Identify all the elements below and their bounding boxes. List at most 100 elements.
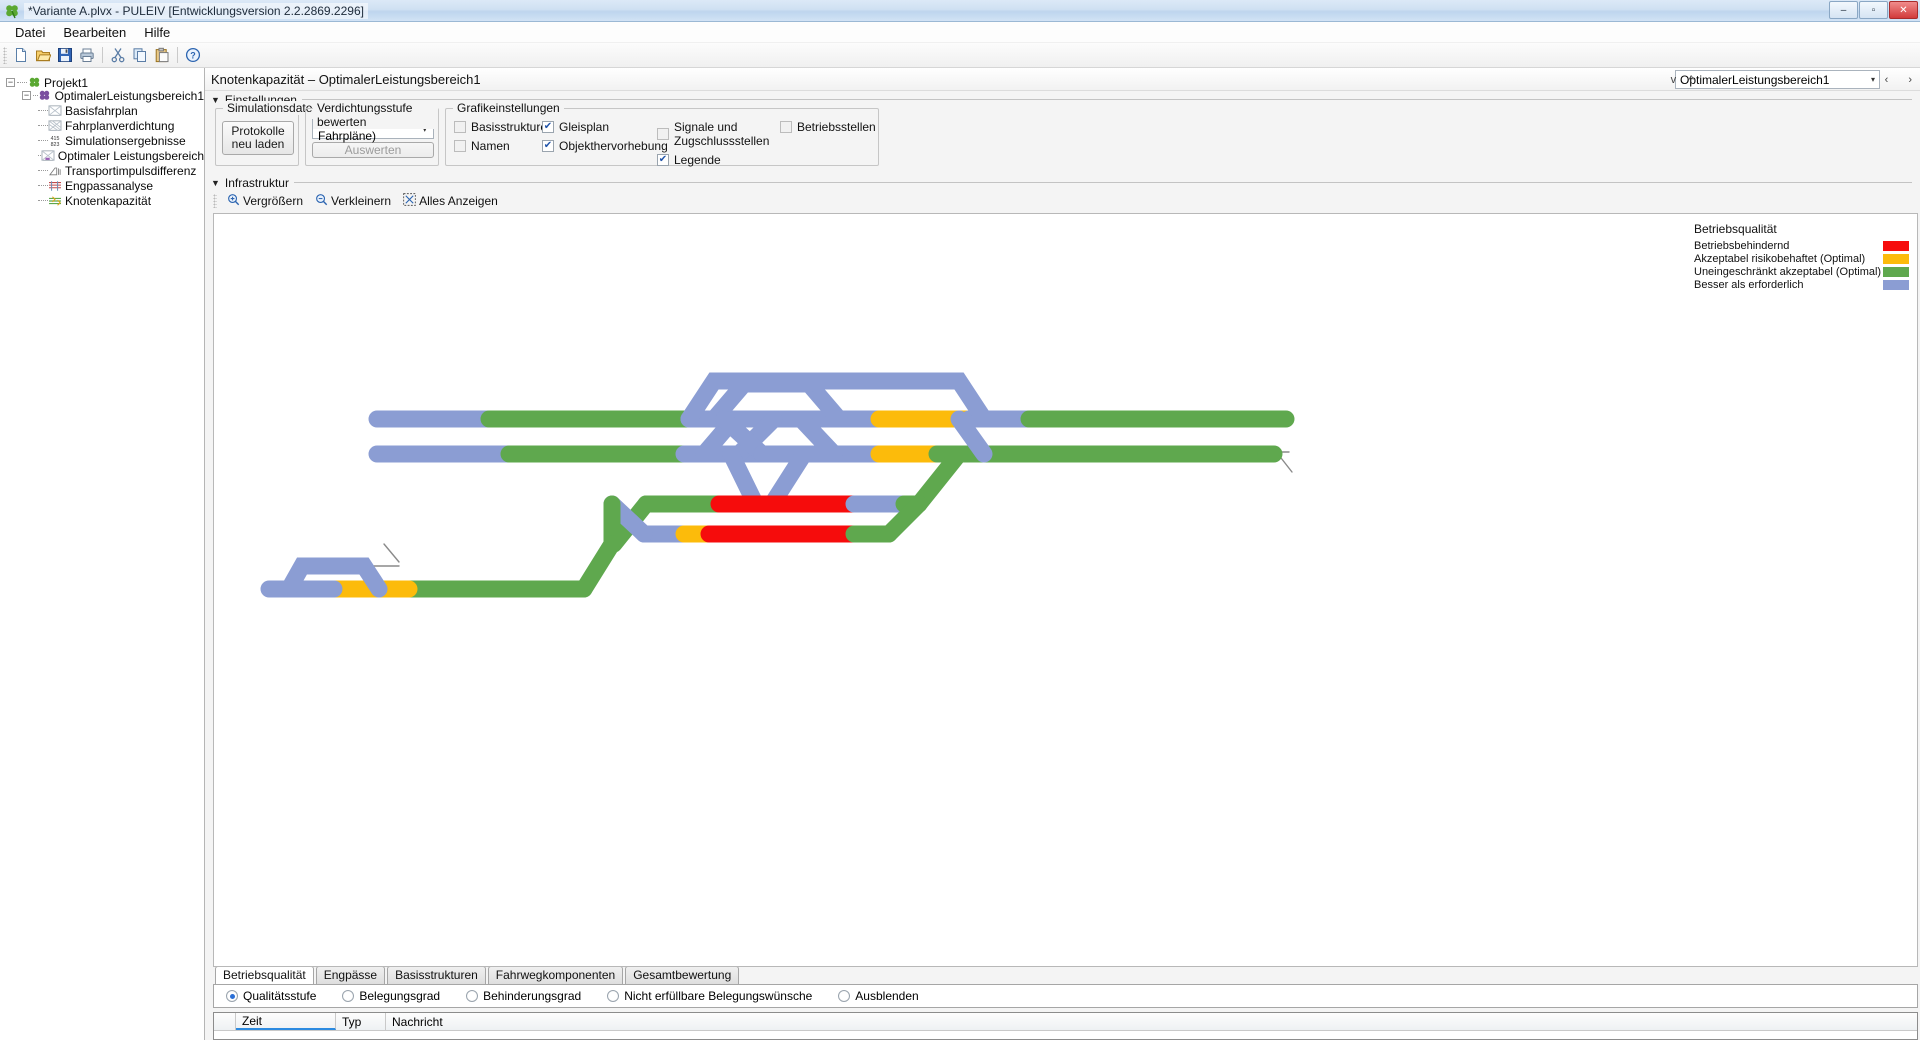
checkbox-basisstrukturen[interactable]: Basisstrukturen (454, 120, 554, 134)
settings-groups: Simulationsdaten Protokolle neu laden Ve… (205, 101, 1920, 167)
chevron-down-icon[interactable]: ▼ (211, 94, 220, 105)
app-body: − Projekt1 − OptimalerLeistungsbereich1 … (0, 68, 1920, 1040)
sidebar-item-transportimpulsdifferenz[interactable]: Transportimpulsdifferenz (6, 163, 204, 178)
chevron-down-icon[interactable]: ▾ (1870, 75, 1875, 84)
sidebar-item-fahrplanverdichtung[interactable]: Fahrplanverdichtung (6, 119, 204, 133)
help-icon[interactable]: ? (182, 44, 204, 66)
new-document-icon[interactable] (10, 44, 32, 66)
checkbox-gleisplan[interactable]: Gleisplan (542, 120, 657, 134)
infrastructure-section-header[interactable]: ▼ Infrastruktur (205, 174, 1920, 191)
checkbox-icon[interactable] (454, 121, 466, 133)
log-col-nachricht[interactable]: Nachricht (392, 1014, 443, 1029)
timetable-icon (48, 104, 62, 117)
main-toolbar: ? (0, 43, 1920, 68)
tab-engpaesse[interactable]: Engpässe (315, 966, 386, 984)
menu-bar: Datei Bearbeiten Hilfe (0, 22, 1920, 43)
expander-icon[interactable]: − (22, 90, 31, 100)
menu-bearbeiten[interactable]: Bearbeiten (63, 24, 127, 40)
radio-belegungsgrad[interactable]: Belegungsgrad (342, 989, 440, 1003)
save-icon[interactable] (54, 44, 76, 66)
log-grid[interactable]: Zeit Typ Nachricht (213, 1012, 1918, 1040)
checkbox-label: Betriebsstellen (797, 120, 876, 134)
tab-fahrwegkomponenten[interactable]: Fahrwegkomponenten (487, 966, 624, 984)
radio-icon[interactable] (838, 990, 851, 1002)
menu-hilfe[interactable]: Hilfe (144, 24, 171, 40)
maximize-button[interactable]: ▫ (1859, 1, 1888, 19)
close-button[interactable]: ✕ (1889, 1, 1918, 19)
sidebar-item-knotenkapazitaet[interactable]: Knotenkapazität (6, 193, 204, 208)
tree-label: Knotenkapazität (65, 193, 152, 208)
checkbox-signale-und-zugschlussstellen[interactable]: Signale und Zugschlussstellen (657, 120, 780, 148)
legend-row: Besser als erforderlich (1694, 278, 1909, 291)
page-title: Knotenkapazität – OptimalerLeistungsbere… (211, 71, 481, 87)
legend-title: Betriebsqualität (1694, 222, 1777, 236)
fit-all-button[interactable]: Alles Anzeigen (398, 192, 503, 210)
log-col-select[interactable] (214, 1013, 236, 1030)
tab-basisstrukturen[interactable]: Basisstrukturen (387, 966, 486, 984)
toolbar-grip[interactable] (213, 194, 217, 208)
legend-label: Uneingeschränkt akzeptabel (Optimal) (1694, 265, 1882, 278)
checkbox-label: Gleisplan (559, 120, 610, 134)
radio-icon[interactable] (226, 990, 238, 1002)
checkbox-icon[interactable] (780, 121, 792, 133)
sidebar-item-simulationsergebnisse[interactable]: 415 823 Simulationsergebnisse (6, 134, 204, 148)
radio-icon[interactable] (466, 990, 479, 1002)
legend-swatch-amber (1883, 253, 1909, 264)
tab-gesamtbewertung[interactable]: Gesamtbewertung (625, 966, 740, 984)
radio-behinderungsgrad[interactable]: Behinderungsgrad (466, 989, 581, 1003)
document-selector-combo[interactable]: OptimalerLeistungsbereich1 ▾ (1675, 70, 1880, 89)
checkbox-icon[interactable] (454, 140, 466, 152)
open-folder-icon[interactable] (32, 44, 54, 66)
tree-node-optimalerleistungsbereich1[interactable]: − OptimalerLeistungsbereich1 (6, 89, 204, 103)
auswerten-button[interactable]: Auswerten (312, 142, 434, 158)
nav-down-icon[interactable]: v (1670, 73, 1677, 86)
radio-icon[interactable] (607, 990, 620, 1002)
checkbox-icon[interactable] (657, 128, 669, 140)
toolbar-separator (177, 47, 178, 63)
nav-up-icon[interactable]: ^ (1688, 73, 1694, 86)
tree-connector (17, 82, 27, 83)
chevron-down-icon[interactable]: ▾ (422, 124, 427, 134)
sidebar-item-optimaler-leistungsbereich[interactable]: Optimaler Leistungsbereich (6, 149, 204, 163)
tab-betriebsqualitaet[interactable]: Betriebsqualität (215, 966, 314, 984)
cut-icon[interactable] (107, 44, 129, 66)
radio-qualitaetsstufe[interactable]: Qualitätsstufe (226, 989, 316, 1003)
checkbox-legende[interactable]: Legende (657, 153, 780, 167)
checkbox-label: Basisstrukturen (471, 120, 554, 134)
zoom-in-icon (227, 193, 240, 209)
project-tree: − Projekt1 − OptimalerLeistungsbereich1 … (0, 68, 205, 1040)
log-col-typ[interactable]: Typ (336, 1013, 386, 1030)
tree-node-projekt1[interactable]: − Projekt1 (6, 76, 204, 90)
copy-icon[interactable] (129, 44, 151, 66)
radio-icon[interactable] (342, 990, 355, 1002)
radio-ausblenden[interactable]: Ausblenden (838, 989, 919, 1003)
legend-row: Uneingeschränkt akzeptabel (Optimal) (1694, 265, 1909, 278)
menu-datei[interactable]: Datei (15, 24, 46, 40)
log-col-zeit[interactable]: Zeit (236, 1013, 336, 1030)
paste-icon[interactable] (151, 44, 173, 66)
checkbox-objekthervorhebung[interactable]: Objekthervorhebung (542, 139, 668, 153)
radio-nicht-erfuellbare-belegungswuensche[interactable]: Nicht erfüllbare Belegungswünsche (607, 989, 812, 1003)
tree-label: Transportimpulsdifferenz (65, 163, 197, 178)
track-diagram[interactable] (214, 214, 1918, 769)
checkbox-betriebsstellen[interactable]: Betriebsstellen (780, 120, 876, 134)
protokolle-neu-laden-button[interactable]: Protokolle neu laden (222, 121, 294, 155)
svg-text:?: ? (190, 51, 196, 61)
checkbox-namen[interactable]: Namen (454, 139, 542, 153)
expander-icon[interactable]: − (6, 77, 15, 87)
print-icon[interactable] (76, 44, 98, 66)
chevron-down-icon[interactable]: ▼ (211, 177, 220, 188)
minimize-button[interactable]: – (1829, 1, 1858, 19)
checkbox-icon[interactable] (542, 140, 554, 152)
sidebar-item-engpassanalyse[interactable]: Engpassanalyse (6, 179, 204, 193)
sidebar-item-basisfahrplan[interactable]: Basisfahrplan (6, 104, 204, 118)
nav-next-icon[interactable]: › (1908, 73, 1912, 86)
zoom-out-button[interactable]: Verkleinern (310, 192, 396, 210)
infrastructure-canvas[interactable]: Betriebsqualität Betriebsbehindernd Akze… (213, 213, 1918, 967)
zoom-in-button[interactable]: Vergrößern (222, 192, 308, 210)
toolbar-grip[interactable] (3, 46, 7, 64)
checkbox-icon[interactable] (657, 154, 669, 166)
group-title: Verdichtungsstufe bewerten (313, 101, 438, 129)
checkbox-icon[interactable] (542, 121, 554, 133)
nav-prev-icon[interactable]: ‹ (1884, 73, 1889, 86)
